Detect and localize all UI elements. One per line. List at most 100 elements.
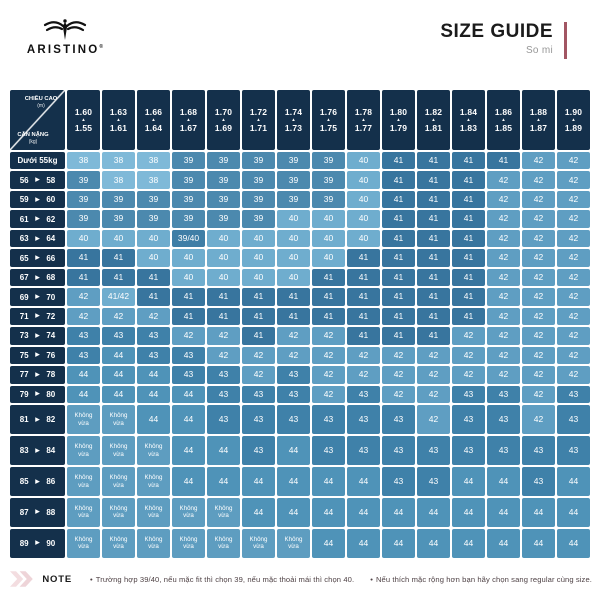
size-cell: 43 [452, 385, 485, 404]
size-cell: 42 [312, 385, 345, 404]
size-cell: 42 [522, 268, 555, 287]
size-cell: 39 [67, 171, 100, 189]
size-cell: 42 [487, 190, 520, 209]
size-cell: 40 [347, 171, 380, 189]
size-cell: 42 [417, 366, 450, 384]
size-cell: 43 [242, 405, 275, 435]
size-cell: 43 [137, 346, 170, 365]
size-cell: 42 [557, 229, 590, 248]
size-cell: 41 [382, 190, 415, 209]
size-cell: 42 [557, 190, 590, 209]
size-cell: 42 [67, 288, 100, 306]
weight-row-label: 67 ▶ 68 [10, 268, 65, 287]
size-cell: 41 [102, 249, 135, 267]
table-row: 73 ▶ 74 43 43 43 42 42 41 42 42 41 41 41 42 42 42 42 [10, 327, 590, 345]
size-cell: 43 [417, 436, 450, 466]
size-cell: 43 [347, 385, 380, 404]
size-cell: 44 [172, 405, 205, 435]
size-cell: 42 [417, 385, 450, 404]
size-cell: 39 [137, 190, 170, 209]
size-cell: 40 [67, 229, 100, 248]
size-cell: 44 [557, 467, 590, 496]
weight-row-label: 71 ▶ 72 [10, 307, 65, 326]
weight-row-label: 77 ▶ 78 [10, 366, 65, 384]
size-cell: 42 [487, 288, 520, 306]
eagle-wings-icon [43, 19, 87, 40]
size-cell: 43 [172, 366, 205, 384]
size-cell: 39 [207, 210, 240, 228]
size-cell: 41 [312, 288, 345, 306]
size-cell: 39 [67, 190, 100, 209]
size-cell: 43 [67, 346, 100, 365]
height-column-header: 1.88 ▲ 1.87 [522, 90, 555, 150]
size-cell: 41 [382, 288, 415, 306]
note-chevrons-icon [10, 571, 33, 587]
size-cell: 41 [172, 307, 205, 326]
size-cell: 41 [452, 288, 485, 306]
size-cell: 42 [557, 288, 590, 306]
size-cell: 42 [557, 268, 590, 287]
size-cell: Không vừa [102, 467, 135, 496]
size-cell: 43 [452, 405, 485, 435]
height-column-header: 1.63 ▲ 1.61 [102, 90, 135, 150]
weight-row-label: 75 ▶ 76 [10, 346, 65, 365]
size-cell: 39 [172, 210, 205, 228]
table-row: 69 ▶ 70 42 41/42 41 41 41 41 41 41 41 41 41 41 42 42 42 [10, 288, 590, 306]
size-cell: 42 [487, 171, 520, 189]
size-cell: 41 [417, 268, 450, 287]
size-cell: 43 [347, 405, 380, 435]
size-cell: 41 [277, 307, 310, 326]
height-column-header: 1.60 ▲ 1.55 [67, 90, 100, 150]
size-cell: 43 [242, 385, 275, 404]
note-items: • Trường hợp 39/40, nếu mặc fit thì chọn … [90, 575, 592, 584]
size-cell: 39 [277, 171, 310, 189]
size-cell: 41 [452, 268, 485, 287]
size-cell: 43 [172, 346, 205, 365]
size-cell: 43 [312, 436, 345, 466]
note-item: • Nếu thích mặc rộng hơn bạn hãy chọn san… [370, 574, 592, 584]
size-cell: 42 [557, 152, 590, 170]
weight-row-label: 83 ▶ 84 [10, 436, 65, 466]
size-cell: 42 [347, 346, 380, 365]
size-cell: 39 [207, 190, 240, 209]
size-cell: 41 [417, 190, 450, 209]
size-cell: 43 [277, 405, 310, 435]
size-cell: 42 [382, 346, 415, 365]
size-cell: 42 [522, 327, 555, 345]
size-cell: 38 [102, 171, 135, 189]
size-cell: 42 [522, 346, 555, 365]
size-cell: 39 [102, 190, 135, 209]
size-cell: 42 [522, 229, 555, 248]
table-row: Dưới 55kg 38 38 38 39 39 39 39 39 40 41 41 41 41 42 42 [10, 152, 590, 170]
size-cell: Không vừa [67, 528, 100, 558]
size-cell: 41 [382, 249, 415, 267]
size-cell: 42 [382, 366, 415, 384]
size-cell: 43 [557, 405, 590, 435]
size-cell: Không vừa [277, 528, 310, 558]
size-cell: 41 [452, 152, 485, 170]
weight-row-label: 69 ▶ 70 [10, 288, 65, 306]
size-cell: 42 [452, 366, 485, 384]
size-cell: 40 [207, 229, 240, 248]
size-cell: 44 [137, 385, 170, 404]
size-cell: 41 [417, 152, 450, 170]
registered-mark: ® [99, 44, 104, 51]
size-cell: 44 [137, 405, 170, 435]
table-row: 61 ▶ 62 39 39 39 39 39 39 40 40 40 41 41 41 42 42 42 [10, 210, 590, 228]
size-cell: 41 [382, 152, 415, 170]
size-cell: 39 [312, 171, 345, 189]
note-item: • Trường hợp 39/40, nếu mặc fit thì chọn … [89, 574, 355, 584]
size-cell: 42 [487, 268, 520, 287]
size-cell: 44 [277, 436, 310, 466]
corner-cell: CHIỀU CAO (m) CÂN NẶNG (kg) [10, 90, 65, 150]
table-row: 77 ▶ 78 44 44 44 43 43 42 43 42 42 42 42 42 42 42 42 [10, 366, 590, 384]
size-cell: 40 [312, 210, 345, 228]
size-cell: 44 [102, 385, 135, 404]
aristino-logo: ARISTINO® [26, 16, 104, 56]
height-column-header: 1.70 ▲ 1.69 [207, 90, 240, 150]
size-cell: 41 [67, 249, 100, 267]
size-cell: 41 [172, 288, 205, 306]
height-column-header: 1.86 ▲ 1.85 [487, 90, 520, 150]
size-cell: 44 [207, 467, 240, 496]
size-cell: 42 [312, 366, 345, 384]
